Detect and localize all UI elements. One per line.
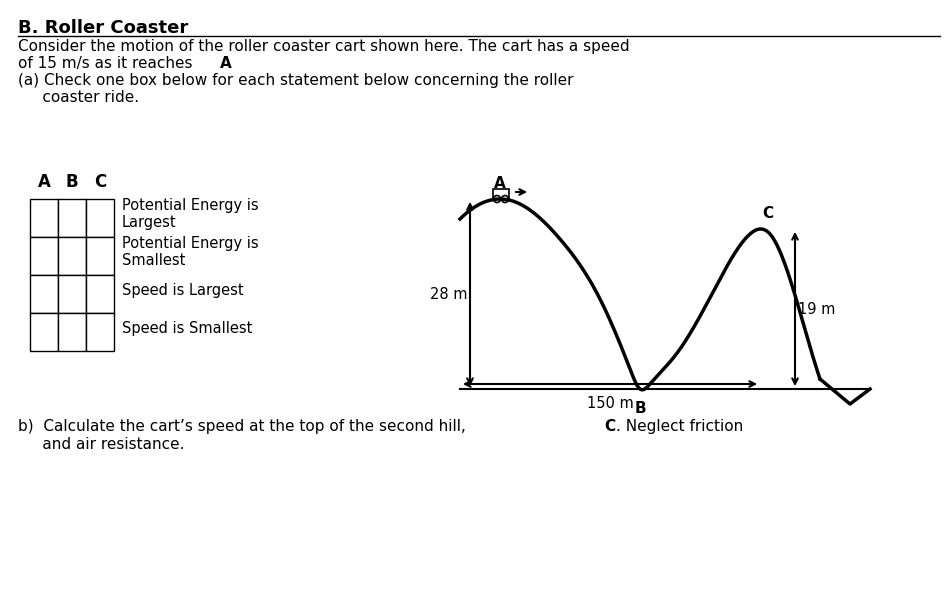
Text: A: A xyxy=(494,176,506,191)
Text: C: C xyxy=(762,206,773,221)
Text: Speed is Largest: Speed is Largest xyxy=(122,283,243,297)
Text: . Neglect friction: . Neglect friction xyxy=(616,419,743,434)
Bar xyxy=(30,199,58,237)
Text: b)  Calculate the cart’s speed at the top of the second hill,: b) Calculate the cart’s speed at the top… xyxy=(18,419,471,434)
Text: C: C xyxy=(94,173,106,191)
Bar xyxy=(493,189,509,199)
Bar xyxy=(58,237,86,275)
Text: Potential Energy is
Smallest: Potential Energy is Smallest xyxy=(122,236,259,268)
Bar xyxy=(86,313,114,351)
Bar xyxy=(58,313,86,351)
Text: Potential Energy is
Largest: Potential Energy is Largest xyxy=(122,198,259,230)
Text: B: B xyxy=(65,173,79,191)
Text: (a) Check one box below for each statement below concerning the roller: (a) Check one box below for each stateme… xyxy=(18,73,574,88)
Bar xyxy=(30,237,58,275)
Text: A: A xyxy=(220,56,232,71)
Circle shape xyxy=(493,196,501,203)
Text: coaster ride.: coaster ride. xyxy=(18,90,139,105)
Bar xyxy=(30,275,58,313)
Bar xyxy=(30,313,58,351)
Circle shape xyxy=(502,196,509,203)
Bar xyxy=(58,199,86,237)
Text: B: B xyxy=(634,401,646,416)
Bar xyxy=(86,237,114,275)
Text: and air resistance.: and air resistance. xyxy=(18,437,185,452)
Text: A: A xyxy=(38,173,50,191)
Text: of 15 m/s as it reaches: of 15 m/s as it reaches xyxy=(18,56,197,71)
Bar xyxy=(58,275,86,313)
Bar xyxy=(86,275,114,313)
Text: Consider the motion of the roller coaster cart shown here. The cart has a speed: Consider the motion of the roller coaste… xyxy=(18,39,630,54)
Text: 150 m: 150 m xyxy=(586,396,634,411)
Text: 28 m: 28 m xyxy=(431,286,468,302)
Bar xyxy=(86,199,114,237)
Text: Speed is Smallest: Speed is Smallest xyxy=(122,320,252,336)
Text: 19 m: 19 m xyxy=(798,302,835,316)
Text: B. Roller Coaster: B. Roller Coaster xyxy=(18,19,188,37)
Text: C: C xyxy=(604,419,616,434)
